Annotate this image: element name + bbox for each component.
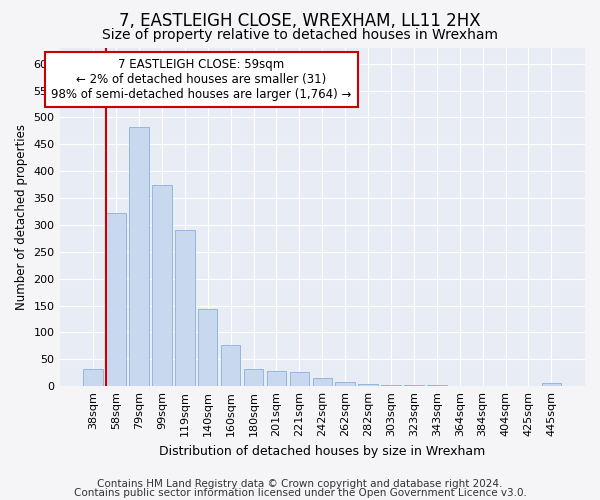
Bar (404, 385, 424, 386)
Bar (106, 213, 126, 386)
X-axis label: Distribution of detached houses by size in Wrexham: Distribution of detached houses by size … (159, 444, 485, 458)
Bar (335, 382, 355, 386)
Y-axis label: Number of detached properties: Number of detached properties (15, 124, 28, 310)
Bar (358, 384, 378, 386)
Bar (129, 127, 149, 386)
Text: Size of property relative to detached houses in Wrexham: Size of property relative to detached ho… (102, 28, 498, 42)
Text: Contains public sector information licensed under the Open Government Licence v3: Contains public sector information licen… (74, 488, 526, 498)
Text: 7, EASTLEIGH CLOSE, WREXHAM, LL11 2HX: 7, EASTLEIGH CLOSE, WREXHAM, LL11 2HX (119, 12, 481, 30)
Bar (152, 184, 172, 386)
Bar (244, 369, 263, 386)
Bar (427, 385, 446, 386)
Bar (198, 310, 217, 386)
Bar (290, 372, 309, 386)
Bar (542, 384, 561, 386)
Bar (83, 369, 103, 386)
Text: Contains HM Land Registry data © Crown copyright and database right 2024.: Contains HM Land Registry data © Crown c… (97, 479, 503, 489)
Bar (381, 384, 401, 386)
Text: 7 EASTLEIGH CLOSE: 59sqm
← 2% of detached houses are smaller (31)
98% of semi-de: 7 EASTLEIGH CLOSE: 59sqm ← 2% of detache… (51, 58, 352, 100)
Bar (267, 371, 286, 386)
Bar (175, 230, 194, 386)
Bar (221, 346, 241, 386)
Bar (313, 378, 332, 386)
